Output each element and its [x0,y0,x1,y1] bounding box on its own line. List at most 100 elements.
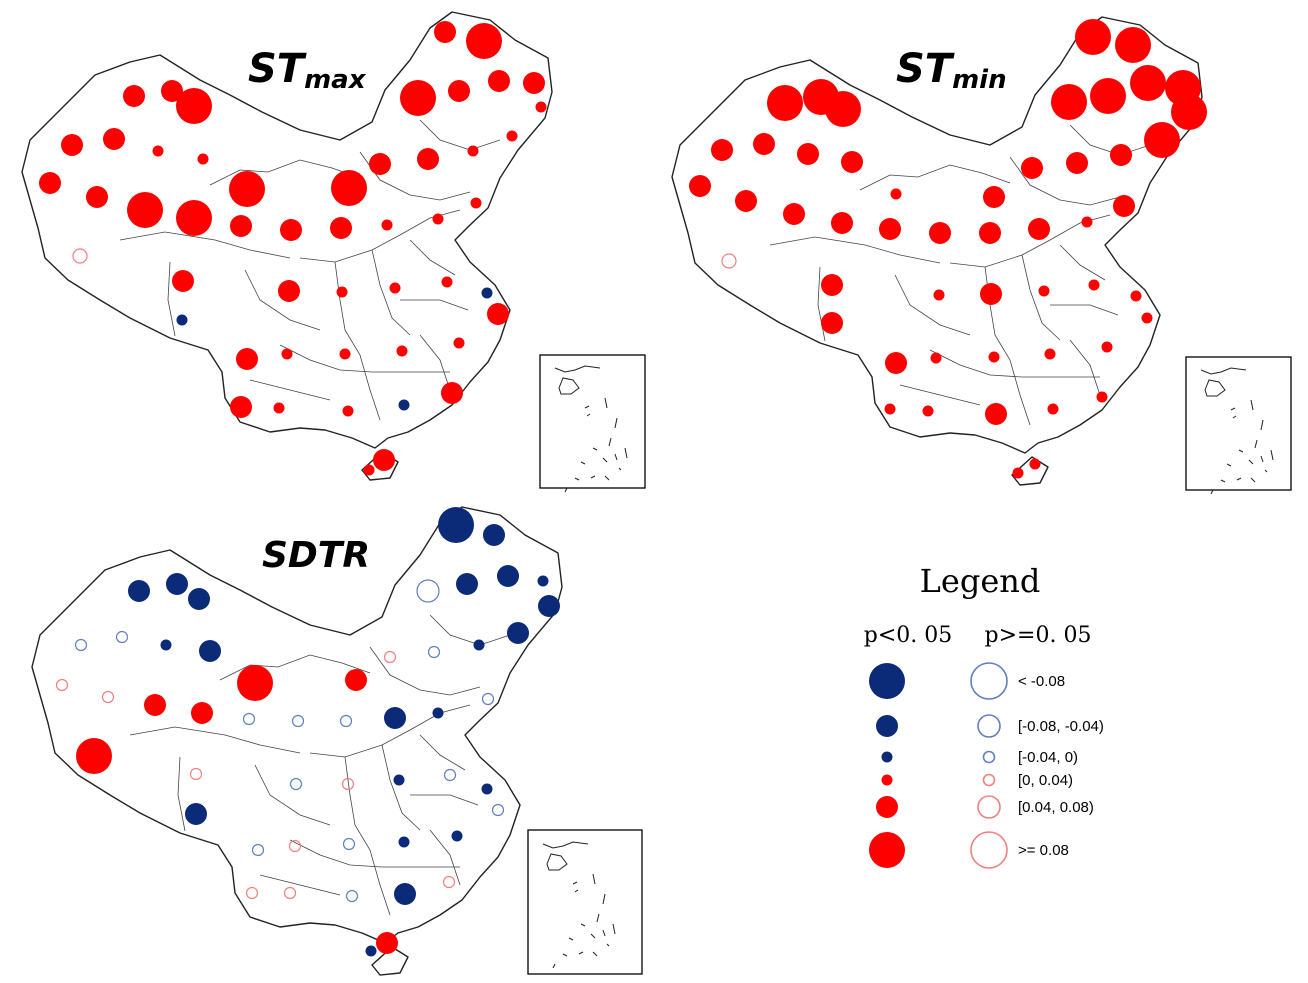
station-marker [339,714,353,728]
station-marker [369,153,391,175]
station-marker [144,694,166,716]
station-marker [506,130,518,142]
station-marker [1081,216,1093,228]
map-panel-sdtr: SDTR [31,506,643,976]
station-marker [797,143,819,165]
station-marker [1144,122,1180,158]
station-marker [930,352,942,364]
station-marker [123,85,145,107]
station-marker [1101,341,1113,353]
south-china-sea-inset [539,354,646,493]
station-marker [441,276,453,288]
station-marker [166,573,188,595]
legend-symbol-nonsignificant [977,795,1001,819]
station-marker [176,314,188,326]
station-marker [345,889,359,903]
station-marker [1044,348,1056,360]
station-marker [753,133,775,155]
station-marker [1012,467,1024,479]
station-marker [1130,290,1142,302]
station-marker [289,777,303,791]
station-markers-stmin [689,19,1207,479]
station-marker [389,282,401,294]
station-marker [1115,27,1151,63]
station-marker [172,270,194,292]
station-marker [825,91,861,127]
station-marker [537,575,549,587]
legend-header-significant: p<0. 05 [864,623,953,648]
station-marker [432,213,444,225]
station-marker [491,803,505,817]
station-marker [711,139,733,161]
station-marker [1096,391,1108,403]
station-marker [1110,144,1132,166]
station-marker [251,843,265,857]
station-marker [345,669,367,691]
legend-symbol-significant [869,663,905,699]
station-marker [339,348,351,360]
station-marker [61,134,83,156]
legend-symbol-nonsignificant [970,662,1008,700]
station-marker [245,886,259,900]
station-marker [416,579,440,603]
station-marker [438,507,474,543]
station-marker [980,283,1002,305]
station-marker [689,175,711,197]
station-marker [1171,94,1207,130]
station-marker [331,170,367,206]
station-marker [767,85,803,121]
station-marker [396,345,408,357]
south-china-sea-inset [527,829,643,975]
station-marker [188,588,210,610]
station-marker [394,883,416,905]
station-marker [398,399,410,411]
station-marker [72,248,88,264]
map-panel-stmin: STmin [671,16,1292,495]
station-marker [1141,312,1153,324]
station-marker [230,215,252,237]
station-marker [230,396,252,418]
station-marker [330,217,352,239]
station-marker [237,665,273,701]
station-marker [535,101,547,113]
station-marker [103,128,125,150]
station-marker [101,690,115,704]
legend-symbol-significant [881,751,893,763]
station-marker [398,836,410,848]
station-marker [831,212,853,234]
legend-symbol-nonsignificant [977,714,1001,738]
station-marker [821,312,843,334]
station-marker [74,638,88,652]
station-marker [365,945,377,957]
station-marker [199,640,221,662]
station-marker [467,145,479,157]
station-marker [483,524,505,546]
station-marker [278,280,300,302]
station-marker [280,219,302,241]
station-marker [336,286,348,298]
legend-symbol-nonsignificant [982,773,996,787]
legend: Legend p<0. 05 p>=0. 05 < -0.08 [-0.08, -… [864,562,1104,869]
station-marker [884,403,896,415]
station-marker [1130,65,1166,101]
station-marker [1047,403,1059,415]
legend-label: [0, 0.04) [1018,772,1073,789]
station-marker [721,253,737,269]
legend-symbol-nonsignificant [970,831,1008,869]
station-marker [988,351,1000,363]
station-marker [487,303,509,325]
station-marker [393,774,405,786]
station-marker [76,738,112,774]
station-marker [55,678,69,692]
station-marker [273,402,285,414]
station-marker [1028,218,1050,240]
station-marker [381,219,393,231]
station-marker [39,172,61,194]
station-marker [470,197,482,209]
station-marker [176,88,212,124]
station-marker [291,714,305,728]
station-marker [86,186,108,208]
station-marker [890,188,902,200]
station-marker [185,803,207,825]
